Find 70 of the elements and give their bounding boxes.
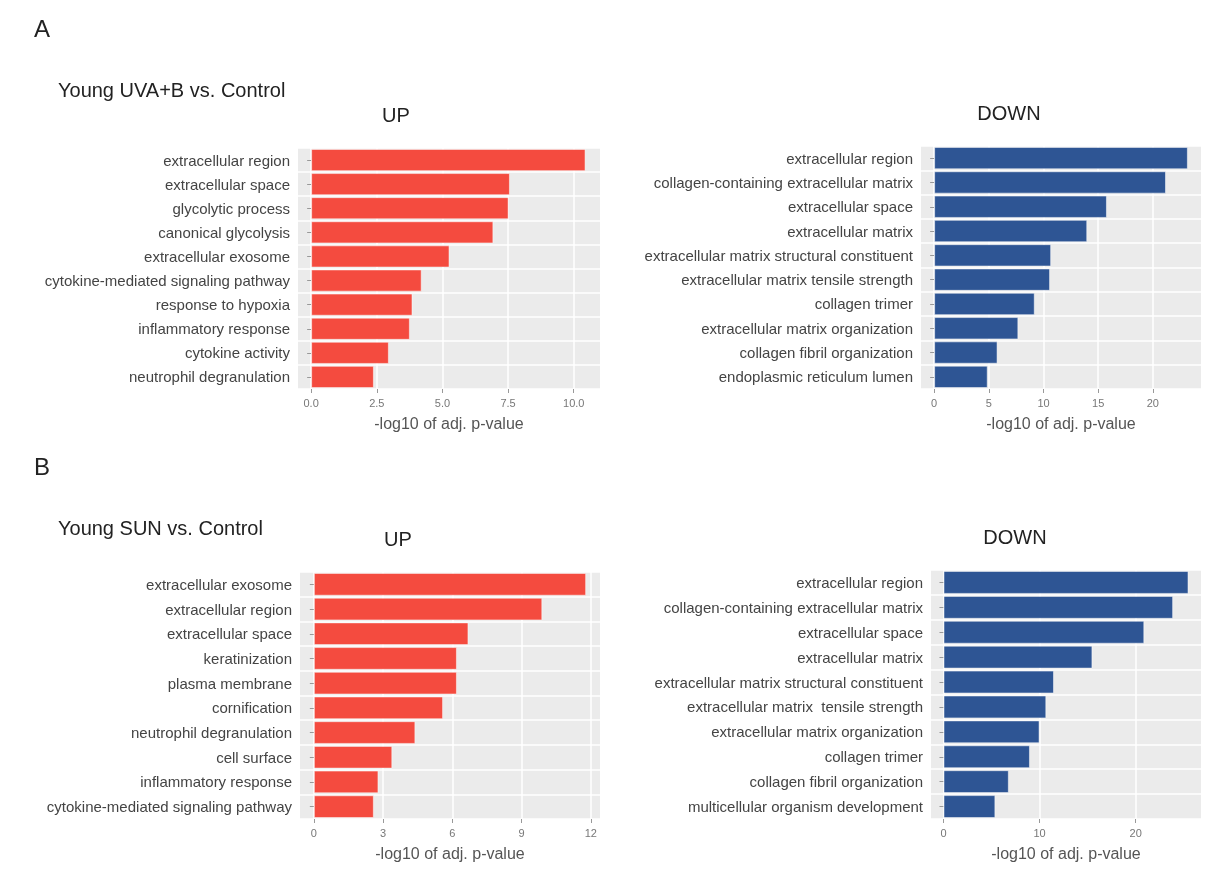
y-tick-label: extracellular region bbox=[165, 600, 292, 618]
x-tick-label: 5 bbox=[985, 396, 992, 409]
y-tick-label: multicellular organism development bbox=[687, 798, 924, 816]
y-tick-label: extracellular space bbox=[166, 625, 292, 643]
y-tick-label: inflammatory response bbox=[140, 773, 292, 791]
y-tick-label: extracellular space bbox=[787, 198, 913, 216]
y-tick-label: extracellular matrix tensile strength bbox=[681, 271, 913, 289]
y-tick-label: cytokine activity bbox=[184, 344, 291, 362]
x-tick-label: 9 bbox=[518, 826, 525, 839]
x-tick-label: 7.5 bbox=[500, 396, 516, 409]
x-tick-label: 10 bbox=[1033, 826, 1046, 839]
text: A bbox=[34, 14, 51, 42]
x-tick-label: 0 bbox=[931, 396, 938, 409]
y-tick-label: extracellular matrix bbox=[787, 222, 914, 240]
y-tick-label: extracellular matrix tensile strength bbox=[687, 698, 923, 716]
chart-title: DOWN bbox=[983, 526, 1047, 548]
y-tick-label: extracellular space bbox=[797, 623, 923, 641]
y-tick-label: extracellular space bbox=[164, 175, 290, 193]
x-tick-label: 0 bbox=[310, 826, 317, 839]
x-tick-label: 2.5 bbox=[369, 396, 385, 409]
y-tick-label: extracellular exosome bbox=[146, 575, 292, 593]
x-axis-title: -log10 of adj. p-value bbox=[375, 844, 525, 862]
y-tick-label: collagen trimer bbox=[814, 295, 913, 313]
y-tick-label: canonical glycolysis bbox=[158, 223, 290, 241]
x-tick-label: 12 bbox=[584, 826, 597, 839]
y-tick-label: extracellular region bbox=[796, 573, 923, 591]
x-tick-label: 0 bbox=[940, 826, 947, 839]
x-tick-label: 3 bbox=[380, 826, 387, 839]
y-tick-label: extracellular region bbox=[786, 149, 913, 167]
y-tick-label: endoplasmic reticulum lumen bbox=[718, 368, 913, 386]
chart-title: UP bbox=[384, 528, 412, 550]
y-tick-label: extracellular region bbox=[163, 151, 290, 169]
y-tick-label: plasma membrane bbox=[167, 674, 292, 692]
y-tick-label: extracellular matrix organization bbox=[701, 319, 913, 337]
x-tick-label: 6 bbox=[449, 826, 456, 839]
x-tick-label: 5.0 bbox=[434, 396, 451, 409]
text: Young UVA+B vs. Control bbox=[58, 79, 286, 101]
y-tick-label: neutrophil degranulation bbox=[129, 368, 290, 386]
y-tick-label: response to hypoxia bbox=[155, 296, 291, 314]
y-tick-label: collagen-containing extracellular matrix bbox=[653, 173, 914, 191]
y-tick-label: inflammatory response bbox=[138, 320, 290, 338]
y-tick-label: collagen trimer bbox=[824, 748, 923, 766]
y-tick-label: extracellular matrix organization bbox=[711, 723, 923, 741]
y-tick-label: cytokine-mediated signaling pathway bbox=[46, 798, 293, 816]
y-tick-label: glycolytic process bbox=[172, 199, 290, 217]
y-tick-label: collagen-containing extracellular matrix bbox=[663, 598, 924, 616]
y-tick-label: neutrophil degranulation bbox=[131, 724, 292, 742]
text: Young SUN vs. Control bbox=[58, 517, 263, 539]
y-tick-label: extracellular matrix structural constituent bbox=[644, 246, 914, 264]
x-tick-label: 10.0 bbox=[563, 396, 585, 409]
x-axis-title: -log10 of adj. p-value bbox=[374, 414, 524, 432]
y-tick-label: cornification bbox=[211, 699, 292, 717]
y-tick-label: keratinization bbox=[203, 649, 292, 667]
x-axis-title: -log10 of adj. p-value bbox=[991, 844, 1141, 862]
y-tick-label: collagen fibril organization bbox=[739, 344, 913, 362]
x-tick-label: 20 bbox=[1129, 826, 1142, 839]
y-tick-label: extracellular exosome bbox=[144, 247, 290, 265]
text: B bbox=[34, 452, 51, 480]
y-tick-label: cell surface bbox=[216, 748, 292, 766]
chart-title: DOWN bbox=[977, 102, 1041, 124]
x-axis-title: -log10 of adj. p-value bbox=[986, 414, 1136, 432]
x-tick-label: 15 bbox=[1092, 396, 1105, 409]
y-tick-label: collagen fibril organization bbox=[749, 773, 923, 791]
x-tick-label: 10 bbox=[1037, 396, 1050, 409]
y-tick-label: extracellular matrix bbox=[797, 648, 924, 666]
x-tick-label: 0.0 bbox=[303, 396, 319, 409]
x-tick-label: 20 bbox=[1146, 396, 1159, 409]
chart-title: UP bbox=[382, 104, 410, 126]
y-tick-label: cytokine-mediated signaling pathway bbox=[44, 272, 291, 290]
y-tick-label: extracellular matrix structural constituent bbox=[654, 673, 924, 691]
